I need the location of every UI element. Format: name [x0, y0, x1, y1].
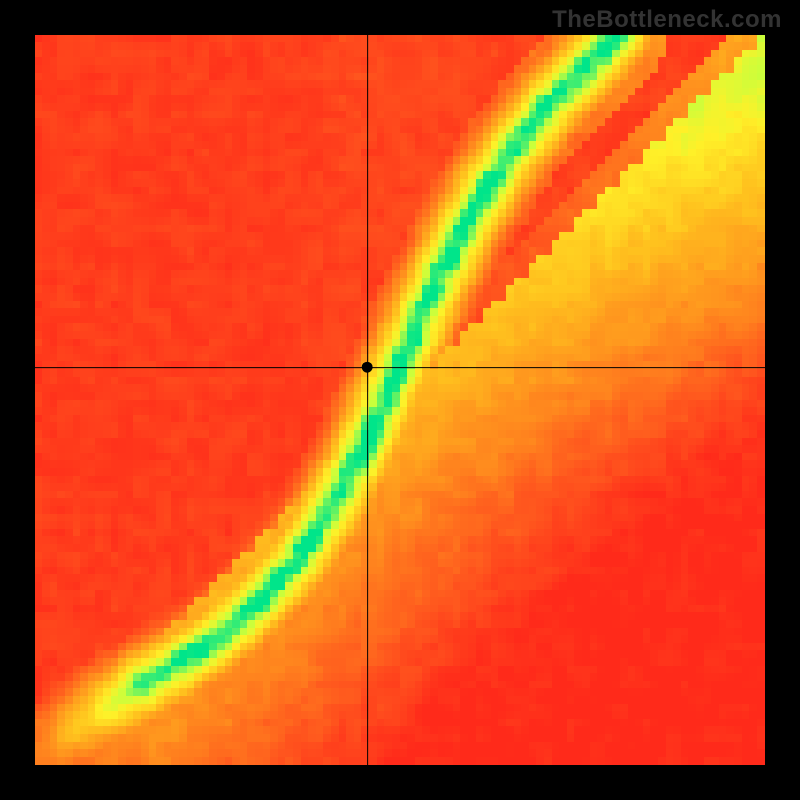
heatmap-canvas — [35, 35, 765, 765]
heatmap-plot — [35, 35, 765, 765]
watermark-text: TheBottleneck.com — [552, 6, 782, 34]
